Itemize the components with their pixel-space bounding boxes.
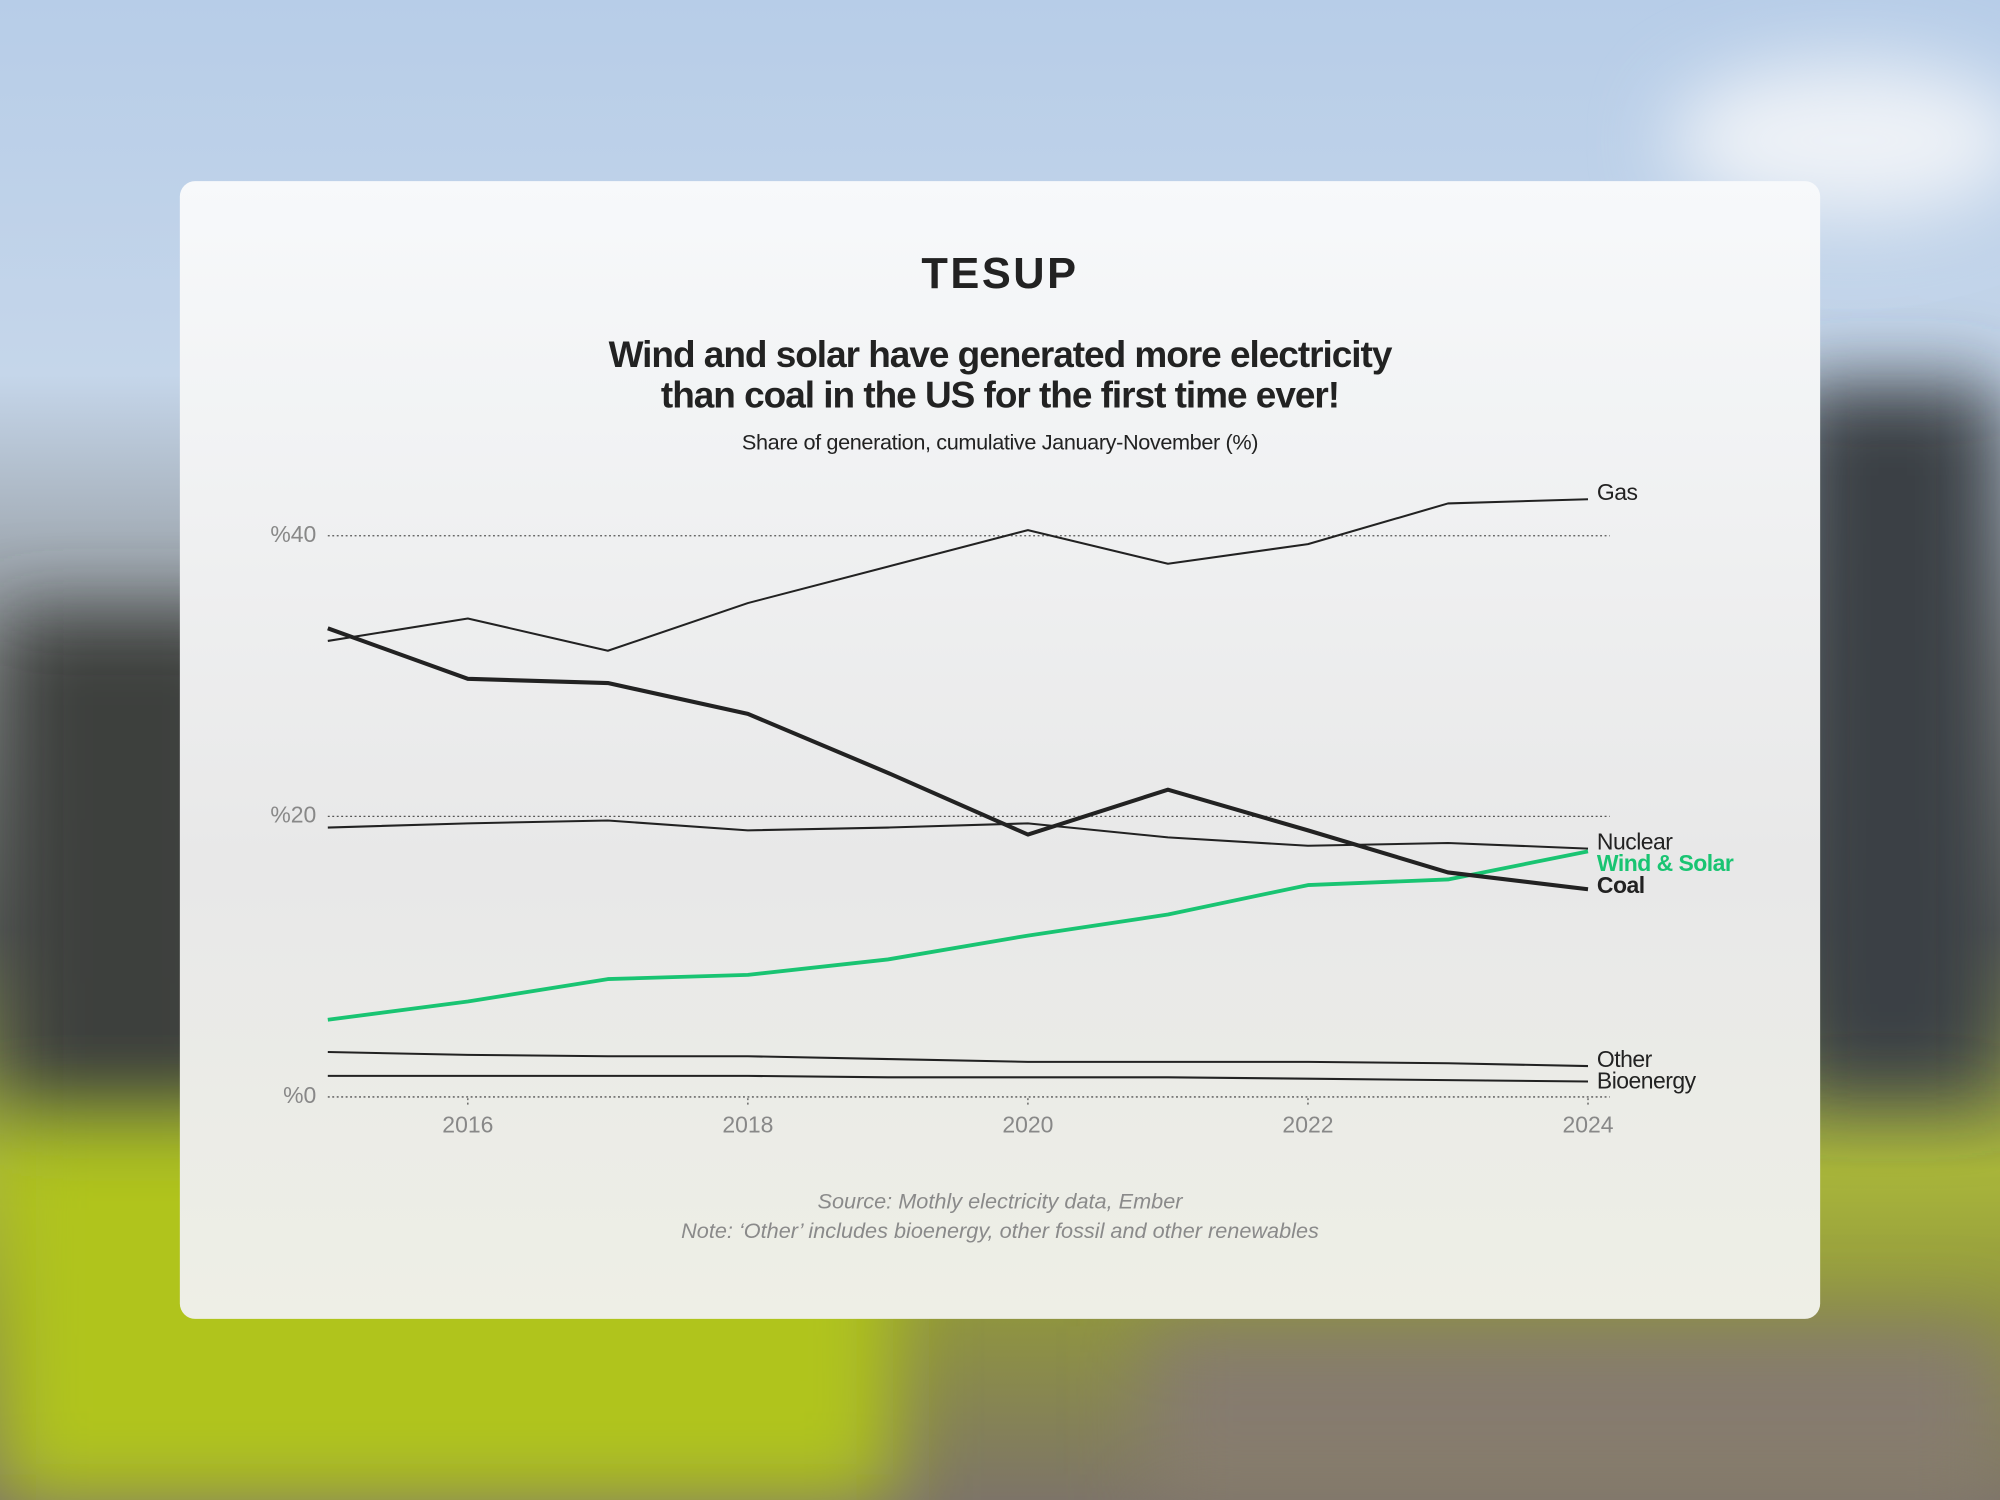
line xyxy=(327,849,1589,1022)
x-tick-label: 2016 xyxy=(442,1111,493,1137)
series-label: Wind & Solar xyxy=(1597,850,1734,876)
note: Note: ‘Other’ includes bioenergy, other … xyxy=(681,1218,1319,1243)
line xyxy=(327,1051,1589,1068)
x-tick-label: 2020 xyxy=(1002,1111,1053,1137)
chart-title: Wind and solar have generated more elect… xyxy=(609,334,1393,375)
source: Source: Mothly electricity data, Ember xyxy=(818,1189,1184,1214)
line xyxy=(327,819,1589,850)
y-tick-label: %0 xyxy=(283,1082,316,1108)
line xyxy=(327,498,1589,652)
series-label: Nuclear xyxy=(1597,829,1673,855)
chart-title: than coal in the US for the first time e… xyxy=(661,375,1339,416)
chart-subtitle: Share of generation, cumulative January-… xyxy=(742,430,1258,455)
y-tick-label: %40 xyxy=(270,521,316,547)
line xyxy=(327,1074,1589,1083)
y-tick-label: %20 xyxy=(270,801,316,827)
series-label: Gas xyxy=(1597,479,1638,505)
card xyxy=(179,181,1821,1319)
x-tick-label: 2018 xyxy=(722,1111,773,1137)
x-tick-label: 2024 xyxy=(1562,1111,1613,1137)
x-tick-label: 2022 xyxy=(1282,1111,1333,1137)
logo: TESUP xyxy=(921,250,1078,298)
series-label: Other xyxy=(1597,1046,1653,1072)
line xyxy=(327,626,1589,892)
series-label: Bioenergy xyxy=(1597,1068,1697,1094)
series-label: Coal xyxy=(1597,872,1645,898)
